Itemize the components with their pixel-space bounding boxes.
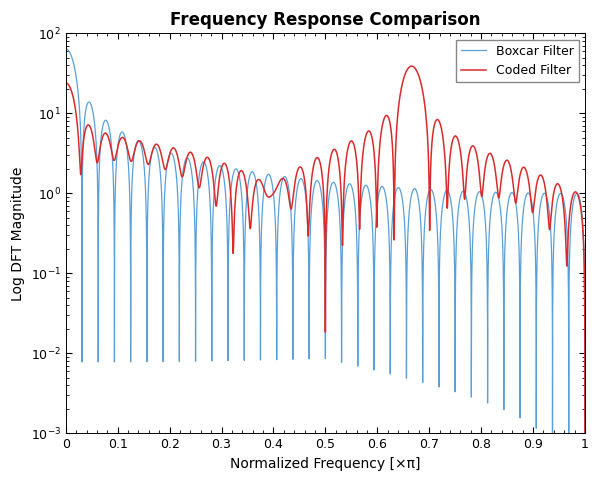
Legend: Boxcar Filter, Coded Filter: Boxcar Filter, Coded Filter	[456, 40, 579, 82]
X-axis label: Normalized Frequency [×π]: Normalized Frequency [×π]	[230, 457, 421, 471]
Coded Filter	[437, 123, 444, 129]
Y-axis label: Log DFT Magnitude: Log DFT Magnitude	[11, 166, 25, 301]
Line: Coded Filter: Coded Filter	[66, 66, 585, 482]
Coded Filter	[218, 165, 225, 171]
Boxcar Filter	[338, 281, 346, 286]
Boxcar Filter	[437, 227, 444, 232]
Boxcar Filter	[278, 179, 286, 185]
Title: Frequency Response Comparison: Frequency Response Comparison	[170, 11, 481, 29]
Coded Filter	[274, 183, 281, 189]
Line: Boxcar Filter: Boxcar Filter	[66, 49, 585, 482]
Boxcar Filter	[62, 46, 70, 52]
Boxcar Filter	[506, 195, 513, 201]
Coded Filter	[506, 161, 513, 166]
Boxcar Filter	[274, 238, 281, 244]
Coded Filter	[278, 176, 286, 182]
Coded Filter	[62, 80, 70, 86]
Coded Filter	[408, 63, 415, 69]
Coded Filter	[338, 217, 346, 223]
Boxcar Filter	[218, 165, 225, 171]
